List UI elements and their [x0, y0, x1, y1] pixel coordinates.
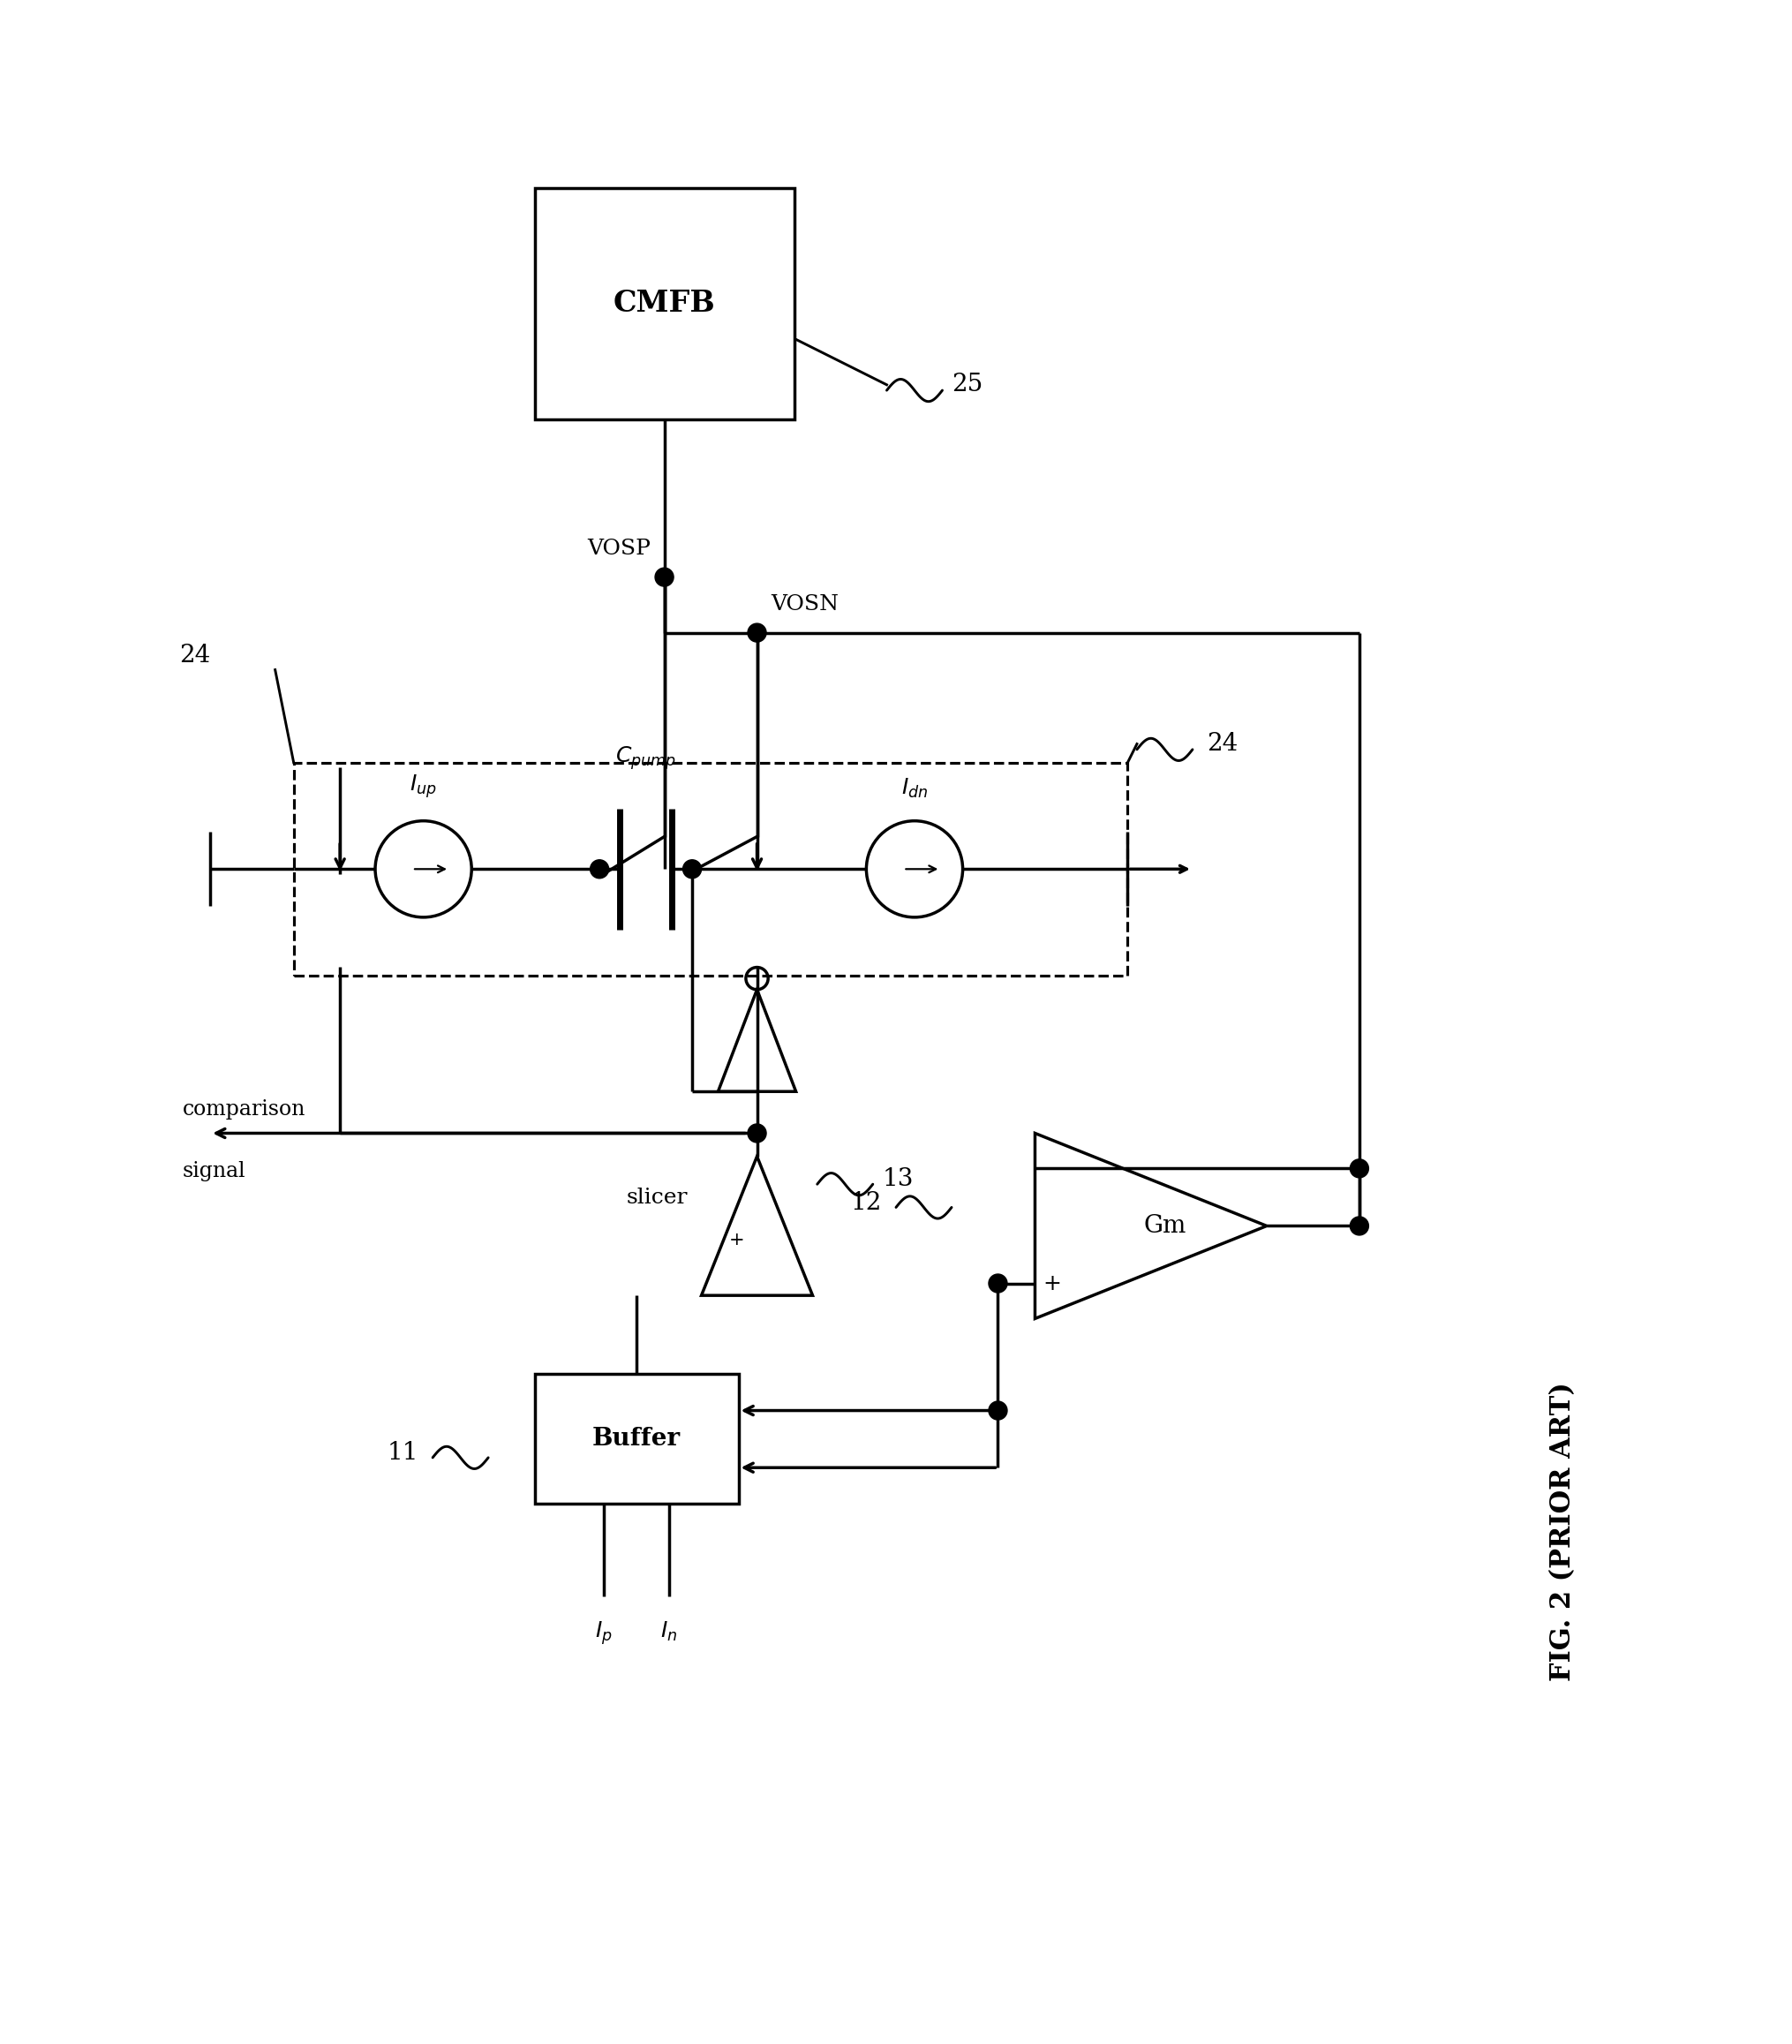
Bar	[534, 188, 794, 419]
Text: 11: 11	[387, 1441, 419, 1466]
Circle shape	[1349, 1216, 1369, 1235]
Text: slicer: slicer	[625, 1188, 688, 1208]
Text: Buffer: Buffer	[593, 1427, 681, 1451]
Circle shape	[683, 861, 701, 879]
Text: $I_n$: $I_n$	[661, 1619, 677, 1643]
Text: +: +	[1043, 1273, 1061, 1294]
Text: $I_{up}$: $I_{up}$	[410, 773, 437, 799]
Text: Gm: Gm	[1143, 1214, 1186, 1239]
Text: FIG. 2 (PRIOR ART): FIG. 2 (PRIOR ART)	[1550, 1382, 1577, 1682]
Circle shape	[747, 1124, 767, 1143]
Text: 24: 24	[179, 644, 210, 668]
Text: +: +	[729, 1230, 744, 1249]
Text: 24: 24	[1206, 732, 1238, 756]
Text: 25: 25	[952, 372, 982, 397]
Circle shape	[1349, 1159, 1369, 1177]
Text: -: -	[1048, 1157, 1055, 1179]
Text: VOSN: VOSN	[771, 595, 839, 613]
Text: $C_{pump}$: $C_{pump}$	[615, 744, 676, 773]
Bar	[534, 1374, 738, 1504]
Circle shape	[989, 1273, 1007, 1292]
Text: VOSP: VOSP	[588, 538, 650, 558]
Text: $I_p$: $I_p$	[595, 1619, 613, 1647]
Circle shape	[747, 623, 767, 642]
Text: 13: 13	[882, 1167, 914, 1192]
Text: CMFB: CMFB	[613, 288, 715, 319]
Text: comparison: comparison	[183, 1100, 305, 1120]
Circle shape	[989, 1402, 1007, 1421]
Circle shape	[590, 861, 609, 879]
Text: 12: 12	[851, 1192, 882, 1214]
Circle shape	[656, 568, 674, 587]
Text: $I_{dn}$: $I_{dn}$	[901, 777, 928, 799]
Bar	[294, 762, 1127, 975]
Text: signal: signal	[183, 1161, 246, 1181]
